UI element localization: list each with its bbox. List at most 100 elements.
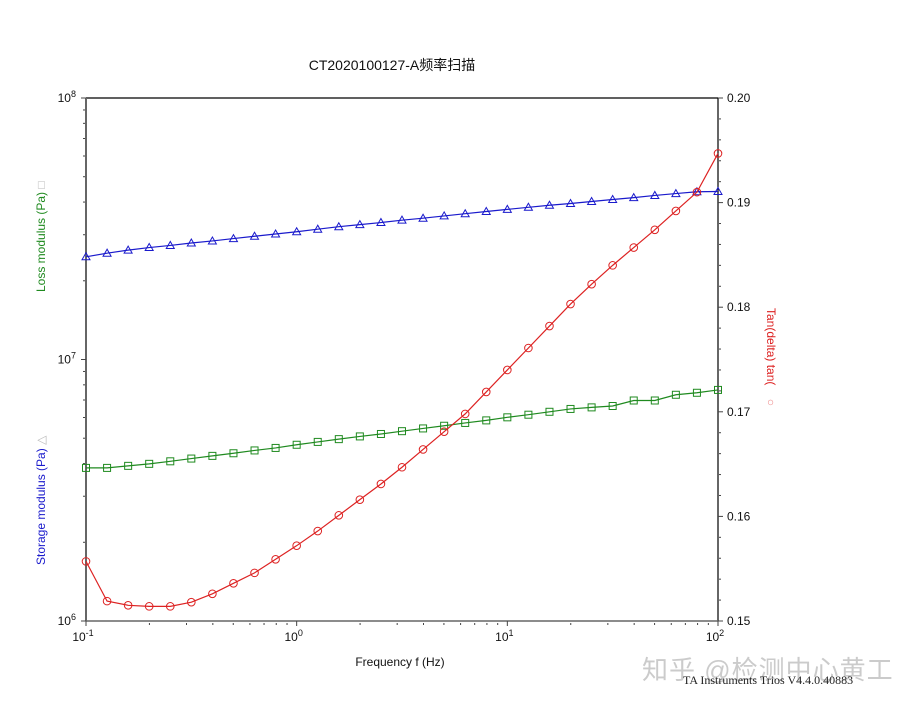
- triangle-marker-icon: [207, 235, 218, 245]
- triangle-marker-icon: △: [34, 435, 48, 445]
- square-marker-icon: [524, 410, 533, 419]
- triangle-marker-icon: [397, 215, 407, 224]
- watermark: 知乎 @检测中心黄工: [642, 655, 894, 685]
- triangle-marker-icon: [649, 190, 660, 199]
- circle-marker-icon: [545, 321, 554, 331]
- circle-marker-icon: [123, 601, 133, 610]
- square-marker-icon: [187, 454, 196, 463]
- y-left-tick-label: 107: [58, 351, 76, 367]
- triangle-marker-icon: [249, 231, 260, 240]
- y-left-tick-label: 108: [58, 89, 76, 105]
- square-marker-icon: [587, 403, 596, 412]
- square-marker-icon: [313, 437, 322, 446]
- x-tick-label: 102: [706, 628, 724, 644]
- circle-marker-icon: [313, 526, 323, 536]
- x-tick-label: 101: [495, 628, 513, 644]
- triangle-marker-icon: [628, 192, 639, 202]
- square-marker-icon: [250, 446, 259, 455]
- tan-delta-axis-label: Tan(delta) tan( ○: [764, 308, 778, 406]
- circle-marker-icon: [566, 299, 575, 309]
- triangle-marker-icon: [460, 208, 471, 218]
- square-marker-icon: [440, 421, 449, 430]
- square-marker-icon: [355, 432, 364, 441]
- series-line: [85, 153, 719, 607]
- square-marker-icon: [461, 418, 470, 427]
- triangle-marker-icon: [565, 198, 576, 207]
- circle-marker-icon: [208, 589, 217, 599]
- square-marker-icon: [271, 443, 280, 452]
- square-marker-icon: [397, 427, 406, 436]
- triangle-marker-icon: [312, 224, 323, 233]
- circle-marker-icon: [334, 511, 344, 520]
- y-right-tick-label: 0.16: [727, 509, 751, 523]
- square-marker-icon: [145, 459, 154, 468]
- circle-marker-icon: [144, 602, 154, 611]
- circle-marker-icon: [608, 261, 617, 270]
- circle-marker-icon: [250, 568, 259, 578]
- y-right-tick-label: 0.20: [727, 91, 751, 105]
- series-line: [85, 190, 719, 258]
- triangle-marker-icon: [481, 206, 492, 216]
- circle-marker-icon: [439, 427, 449, 436]
- circle-marker-icon: [102, 596, 112, 606]
- square-marker-icon: [103, 463, 112, 472]
- square-marker-icon: [692, 388, 701, 397]
- circle-marker-icon: [587, 279, 596, 289]
- circle-marker-icon: ○: [764, 398, 778, 406]
- circle-marker-icon: [524, 343, 533, 353]
- y-right-tick-label: 0.17: [727, 405, 751, 419]
- circle-marker-icon: [671, 206, 681, 216]
- triangle-marker-icon: [333, 221, 344, 231]
- square-marker-icon: [566, 404, 575, 413]
- square-marker-icon: [82, 463, 90, 472]
- loss-modulus-axis-label: Loss modulus (Pa) □: [34, 181, 48, 292]
- square-marker-icon: [608, 402, 617, 411]
- triangle-marker-icon: [671, 188, 681, 198]
- square-marker-icon: [671, 390, 680, 399]
- circle-marker-icon: [418, 445, 428, 454]
- x-tick-label: 100: [284, 628, 302, 644]
- triangle-marker-icon: [439, 210, 449, 220]
- circle-marker-icon: [229, 579, 238, 588]
- circle-marker-icon: [355, 495, 365, 504]
- triangle-marker-icon: [165, 240, 176, 249]
- series-line: [86, 389, 719, 469]
- circle-marker-icon: [292, 541, 301, 550]
- circle-marker-icon: [460, 409, 470, 419]
- triangle-marker-icon: [144, 242, 155, 252]
- square-marker-icon: □: [34, 181, 48, 189]
- circle-marker-icon: [629, 243, 639, 252]
- square-marker-icon: [124, 461, 133, 470]
- storage-modulus-label-text: Storage modulus (Pa): [34, 448, 48, 565]
- square-marker-icon: [334, 435, 343, 444]
- circle-marker-icon: [165, 602, 175, 611]
- y-right-tick-label: 0.18: [727, 300, 751, 314]
- circle-marker-icon: [271, 554, 280, 564]
- circle-marker-icon: [713, 149, 723, 158]
- circle-marker-icon: [376, 479, 386, 489]
- triangle-marker-icon: [354, 219, 365, 229]
- triangle-marker-icon: [270, 228, 281, 238]
- triangle-marker-icon: [81, 251, 91, 261]
- y-right-tick-label: 0.19: [727, 196, 751, 210]
- circle-marker-icon: [692, 187, 702, 197]
- circle-marker-icon: [397, 462, 407, 472]
- x-axis-label: Frequency f (Hz): [355, 655, 445, 669]
- circle-marker-icon: [81, 557, 91, 566]
- y-right-tick-label: 0.15: [727, 614, 751, 628]
- y-left-tick-label: 106: [58, 612, 76, 628]
- square-marker-icon: [208, 451, 217, 460]
- square-marker-icon: [545, 407, 554, 416]
- storage-modulus-axis-label: Storage modulus (Pa) △: [34, 436, 48, 565]
- square-marker-icon: [714, 385, 722, 394]
- triangle-marker-icon: [502, 204, 513, 213]
- square-marker-icon: [376, 429, 385, 438]
- square-marker-icon: [229, 449, 238, 458]
- square-marker-icon: [482, 416, 491, 425]
- triangle-marker-icon: [123, 245, 134, 254]
- square-marker-icon: [503, 413, 512, 422]
- triangle-marker-icon: [692, 186, 702, 196]
- triangle-marker-icon: [228, 233, 239, 243]
- square-marker-icon: [650, 396, 659, 405]
